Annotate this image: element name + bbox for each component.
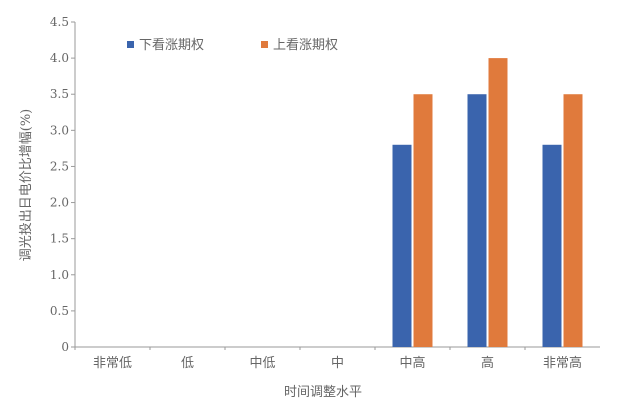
y-axis: 0 0.5 1.0 1.5 2.0 2.5 3.0 3.5 4.0 4.5 — [50, 15, 76, 354]
bar-series-1-5 — [392, 144, 412, 347]
y-tick-label: 1.5 — [50, 232, 69, 246]
legend-swatch-series-2 — [261, 41, 268, 48]
y-tick-label: 2.5 — [50, 159, 69, 173]
y-axis-title: 调光投出日电价比增幅(%) — [18, 109, 34, 262]
legend-label-series-1: 下看涨期权 — [139, 37, 204, 53]
x-tick-label: 低 — [181, 356, 194, 371]
bar-series-1-6 — [467, 94, 487, 347]
legend: 下看涨期权 上看涨期权 — [127, 37, 338, 53]
bars — [392, 58, 583, 347]
y-tick-label: 2.0 — [50, 196, 69, 210]
x-axis-title: 时间调整水平 — [284, 385, 362, 400]
x-tick-label: 非常高 — [543, 355, 582, 371]
y-tick-label: 4.0 — [50, 51, 69, 65]
x-tick-label: 非常低 — [93, 356, 132, 371]
bar-series-2-5 — [413, 94, 433, 347]
x-tick-label: 中 — [331, 356, 344, 371]
x-tick-label: 高 — [481, 355, 494, 371]
y-tick-label: 1.0 — [50, 268, 69, 282]
legend-label-series-2: 上看涨期权 — [273, 37, 338, 53]
y-tick-label: 3.5 — [50, 87, 69, 101]
x-tick-label: 中高 — [399, 355, 425, 371]
y-tick-label: 3.0 — [50, 123, 69, 137]
bar-series-1-7 — [542, 144, 562, 347]
bar-series-2-6 — [488, 58, 508, 347]
legend-swatch-series-1 — [127, 41, 134, 48]
x-axis: 非常低 低 中低 中 中高 高 非常高 — [74, 346, 600, 371]
y-tick-label: 0 — [61, 340, 69, 354]
y-tick-label: 4.5 — [50, 15, 69, 29]
y-tick-label: 0.5 — [50, 304, 69, 318]
x-tick-label: 中低 — [249, 356, 275, 371]
bar-series-2-7 — [563, 94, 583, 347]
